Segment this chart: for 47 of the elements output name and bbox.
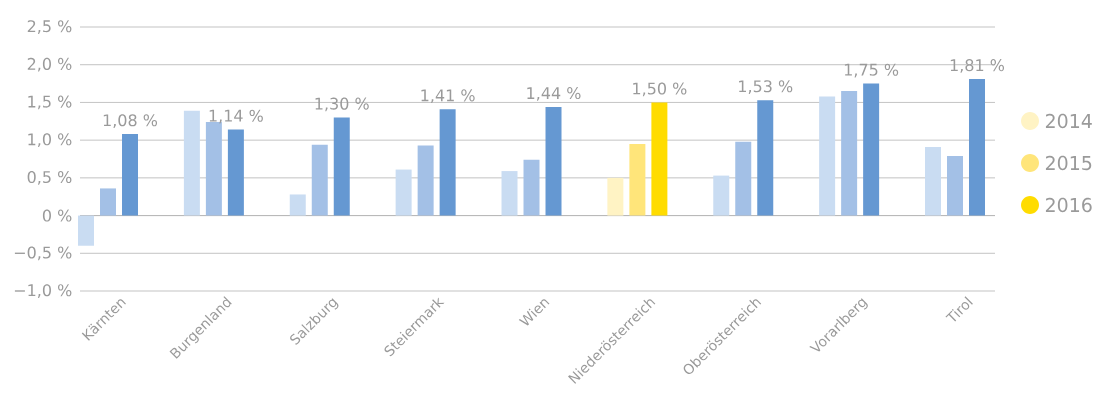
bar xyxy=(183,110,200,216)
data-label: 1,44 % xyxy=(527,87,581,101)
legend-label: 2014 xyxy=(1045,113,1092,129)
y-tick-label: 0,5 % xyxy=(27,171,72,185)
bar xyxy=(501,171,518,216)
y-tick-label: −0,5 % xyxy=(14,246,72,261)
bar xyxy=(523,159,540,216)
bar xyxy=(735,141,752,216)
bar xyxy=(713,175,730,216)
legend-label: 2015 xyxy=(1045,155,1092,171)
y-tick-label: 1,5 % xyxy=(28,95,72,110)
data-label: 1,30 % xyxy=(315,97,369,112)
y-tick-label: −1,0 % xyxy=(14,284,72,298)
bar xyxy=(925,146,942,216)
data-label: 1,08 % xyxy=(103,114,158,128)
bar xyxy=(417,145,434,216)
bar xyxy=(333,117,350,216)
bar xyxy=(545,106,562,216)
bar xyxy=(78,215,95,246)
bar xyxy=(227,129,244,216)
bar xyxy=(969,79,986,216)
y-tick-label: 1,0 % xyxy=(28,133,72,148)
bar xyxy=(100,188,117,216)
bar xyxy=(651,102,668,216)
bar xyxy=(122,134,139,216)
y-tick-label: 0 % xyxy=(42,209,72,222)
y-tick-label: 2,5 % xyxy=(27,20,72,34)
bar xyxy=(863,83,880,216)
data-label: 1,50 % xyxy=(633,82,687,97)
bar xyxy=(289,194,306,216)
data-label: 1,81 % xyxy=(950,59,1005,73)
bar xyxy=(819,96,836,216)
bar xyxy=(205,122,222,216)
y-tick-label: 2,0 % xyxy=(27,57,72,72)
bar xyxy=(629,143,646,216)
data-label: 1,41 % xyxy=(421,89,475,104)
bar xyxy=(947,155,964,216)
bar xyxy=(439,109,456,216)
bar xyxy=(607,177,624,216)
data-label: 1,75 % xyxy=(844,63,899,78)
bar xyxy=(757,100,774,216)
legend-label: 2016 xyxy=(1045,197,1092,213)
data-label: 1,14 % xyxy=(209,109,263,124)
bar xyxy=(841,91,858,216)
data-label: 1,53 % xyxy=(739,80,793,94)
bar xyxy=(395,169,412,216)
bar xyxy=(311,144,328,216)
